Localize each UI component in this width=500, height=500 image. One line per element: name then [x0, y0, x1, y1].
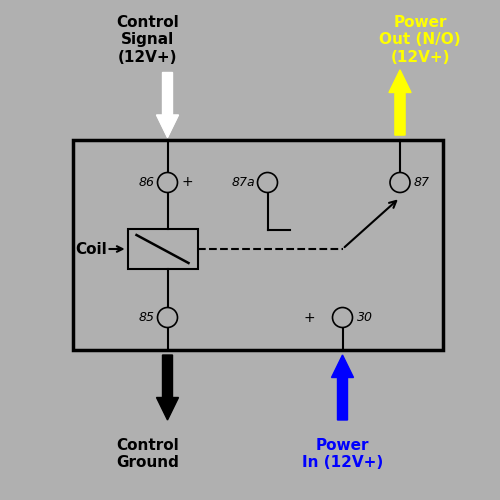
Polygon shape: [332, 355, 353, 420]
Bar: [128, 229, 198, 269]
Bar: [72, 140, 442, 350]
Text: 30: 30: [356, 311, 372, 324]
Text: 87a: 87a: [232, 176, 255, 189]
Text: Coil: Coil: [75, 242, 107, 256]
Circle shape: [158, 308, 178, 328]
Text: 86: 86: [139, 176, 155, 189]
Circle shape: [390, 172, 410, 193]
Text: Control
Ground: Control Ground: [116, 438, 179, 470]
Polygon shape: [156, 355, 178, 420]
Text: +: +: [182, 176, 193, 190]
Circle shape: [332, 308, 352, 328]
Polygon shape: [389, 70, 411, 135]
Text: +: +: [304, 310, 315, 324]
Text: 87: 87: [414, 176, 430, 189]
Text: Power
Out (N/O)
(12V+): Power Out (N/O) (12V+): [379, 15, 461, 65]
Text: Control
Signal
(12V+): Control Signal (12V+): [116, 15, 179, 65]
Text: Power
In (12V+): Power In (12V+): [302, 438, 383, 470]
Text: 85: 85: [139, 311, 155, 324]
Circle shape: [258, 172, 278, 193]
Polygon shape: [156, 72, 178, 138]
Circle shape: [158, 172, 178, 193]
